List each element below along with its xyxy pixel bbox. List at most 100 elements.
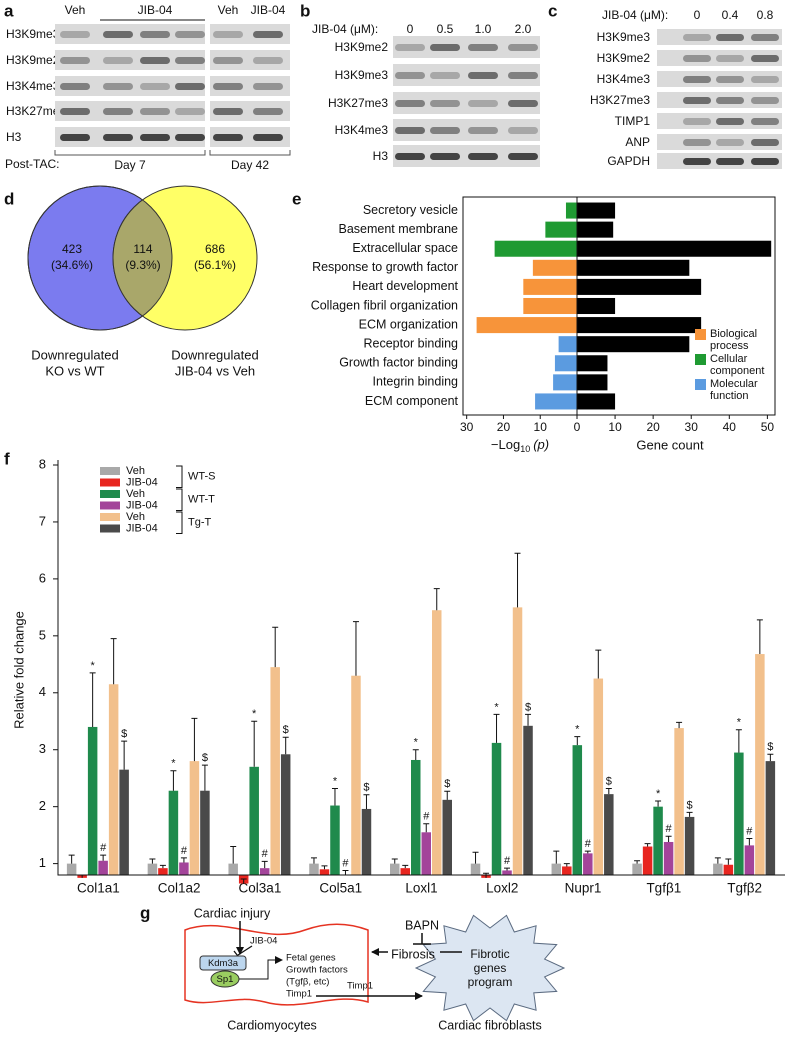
lane-header: 0	[407, 22, 414, 36]
blot-band	[508, 72, 538, 79]
bar	[577, 317, 702, 334]
legend-label: Cellular component	[710, 353, 764, 377]
diagram-label: Kdm3a	[208, 958, 239, 969]
blot-band	[175, 57, 205, 64]
row-label: H3K9me3	[597, 30, 651, 44]
diagram-label: Growth factors	[286, 965, 348, 976]
annotation: *	[656, 788, 661, 800]
x-axis-label: Gene count	[636, 437, 704, 452]
error-bar	[563, 863, 570, 867]
row-label: H3K4me3	[597, 72, 651, 86]
venn-label: Downregulated	[171, 347, 258, 362]
x-tick-label: 20	[497, 420, 511, 434]
blot-band	[103, 31, 133, 38]
panel-label: g	[140, 903, 150, 922]
bar	[147, 863, 158, 875]
blot-band	[395, 44, 425, 51]
diagram-label: Sp1	[217, 974, 234, 985]
venn-overlap	[112, 186, 172, 330]
blot-band	[468, 127, 498, 134]
bar	[309, 863, 319, 875]
blot-band	[60, 31, 90, 38]
annotation: #	[100, 842, 107, 854]
header-label: JIB-04 (μM):	[602, 8, 668, 22]
legend-line: function	[710, 390, 749, 402]
row-label: H3K27me3	[328, 96, 388, 110]
bar	[523, 278, 577, 295]
blot-band	[751, 97, 779, 104]
blot-band	[213, 134, 243, 141]
annotation: *	[575, 724, 580, 736]
blot-band	[508, 100, 538, 107]
venn-count: 114	[133, 242, 152, 256]
category-label: Extracellular space	[352, 241, 458, 255]
blot-band	[395, 100, 425, 107]
x-tick-label: 20	[646, 420, 660, 434]
blot-strip	[657, 50, 782, 66]
y-tick-label: 8	[39, 456, 46, 471]
error-bar	[553, 850, 560, 864]
blot-strip	[210, 24, 290, 44]
row-label: H3K27me3	[6, 104, 66, 118]
legend-swatch	[100, 501, 120, 510]
category-label: Secretory vesicle	[363, 203, 458, 217]
blot-band	[430, 153, 460, 160]
bar	[593, 678, 604, 875]
bar	[558, 336, 577, 353]
error-bar	[584, 850, 591, 854]
diagram-label: genes	[474, 961, 507, 975]
x-tick-label: 10	[534, 420, 548, 434]
header-label: JIB-04 (μM):	[312, 22, 378, 36]
inhibition	[413, 933, 431, 945]
blot-band	[683, 76, 711, 83]
bar	[351, 675, 361, 875]
blot-band	[430, 72, 460, 79]
category-label: ECM component	[365, 394, 459, 408]
bar	[553, 374, 577, 391]
bracket	[54, 150, 291, 156]
bar	[577, 259, 690, 276]
panel-label: f	[4, 449, 10, 468]
bar	[577, 336, 690, 353]
error-bar	[574, 736, 581, 746]
bar	[577, 374, 608, 391]
blot-band	[683, 139, 711, 146]
arrow	[239, 956, 283, 980]
bar	[330, 805, 340, 875]
bar	[432, 610, 442, 875]
blot-band	[683, 55, 711, 62]
bar	[87, 726, 98, 875]
bar	[723, 864, 734, 875]
bar	[755, 654, 765, 875]
error-bar	[170, 770, 177, 791]
footer-label: Post-TAC:	[5, 157, 59, 171]
bar	[361, 808, 372, 875]
blot-band	[253, 134, 283, 141]
x-tick-label: 30	[685, 420, 699, 434]
bar	[632, 863, 642, 875]
bar	[577, 355, 608, 372]
diagram-label: (Tgfβ, etc)	[286, 977, 329, 988]
x-tick-label: 40	[723, 420, 737, 434]
x-tick-label: Col1a1	[77, 881, 120, 896]
blot-strip	[210, 101, 290, 121]
error-bar	[272, 626, 279, 668]
bar	[119, 769, 129, 875]
blot-strip	[210, 76, 290, 96]
blot-band	[253, 108, 283, 115]
error-bar	[472, 851, 479, 864]
blot-band	[683, 158, 711, 165]
lane-header: JIB-04	[138, 3, 173, 17]
blot-band	[508, 153, 538, 160]
blot-strip	[393, 64, 540, 86]
row-label: H3K9me3	[335, 68, 389, 82]
panel-label: b	[300, 1, 310, 20]
error-bar	[121, 740, 128, 770]
error-bar	[644, 843, 651, 847]
error-bar	[201, 764, 208, 791]
legend-swatch	[100, 467, 120, 475]
bar	[583, 853, 593, 875]
error-bar	[595, 649, 602, 679]
bar	[577, 297, 616, 315]
x-tick-label: 10	[608, 420, 622, 434]
